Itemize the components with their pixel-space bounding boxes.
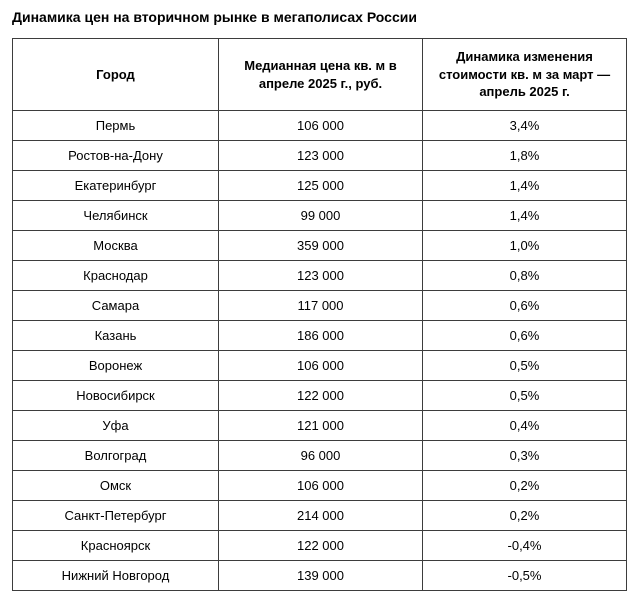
change-cell: 1,4% [422, 170, 627, 202]
city-cell: Самара [12, 290, 219, 322]
price-cell: 106 000 [218, 350, 423, 382]
city-cell: Уфа [12, 410, 219, 442]
table-row: Воронеж 106 000 0,5% [12, 350, 627, 382]
price-cell: 96 000 [218, 440, 423, 472]
price-cell: 121 000 [218, 410, 423, 442]
table-row: Новосибирск 122 000 0,5% [12, 380, 627, 412]
city-cell: Челябинск [12, 200, 219, 232]
column-header-price: Медианная цена кв. м в апреле 2025 г., р… [218, 38, 423, 112]
price-cell: 99 000 [218, 200, 423, 232]
city-cell: Екатеринбург [12, 170, 219, 202]
change-cell: 0,2% [422, 470, 627, 502]
city-cell: Казань [12, 320, 219, 352]
change-cell: 0,5% [422, 350, 627, 382]
table-row: Нижний Новгород 139 000 -0,5% [12, 560, 627, 592]
price-cell: 139 000 [218, 560, 423, 592]
table-row: Краснодар 123 000 0,8% [12, 260, 627, 292]
table-row: Санкт-Петербург 214 000 0,2% [12, 500, 627, 532]
city-cell: Волгоград [12, 440, 219, 472]
price-cell: 117 000 [218, 290, 423, 322]
city-cell: Москва [12, 230, 219, 262]
change-cell: 0,6% [422, 320, 627, 352]
price-table: Город Медианная цена кв. м в апреле 2025… [12, 38, 627, 592]
city-cell: Новосибирск [12, 380, 219, 412]
table-row: Москва 359 000 1,0% [12, 230, 627, 262]
table-row: Омск 106 000 0,2% [12, 470, 627, 502]
table-row: Красноярск 122 000 -0,4% [12, 530, 627, 562]
price-cell: 359 000 [218, 230, 423, 262]
city-cell: Красноярск [12, 530, 219, 562]
change-cell: 0,8% [422, 260, 627, 292]
table-row: Уфа 121 000 0,4% [12, 410, 627, 442]
change-cell: -0,5% [422, 560, 627, 592]
price-cell: 123 000 [218, 260, 423, 292]
price-cell: 122 000 [218, 530, 423, 562]
city-cell: Воронеж [12, 350, 219, 382]
price-cell: 186 000 [218, 320, 423, 352]
table-row: Екатеринбург 125 000 1,4% [12, 170, 627, 202]
change-cell: 0,5% [422, 380, 627, 412]
column-header-change: Динамика изменения стоимости кв. м за ма… [422, 38, 627, 112]
column-header-city: Город [12, 38, 219, 112]
change-cell: 1,4% [422, 200, 627, 232]
price-cell: 125 000 [218, 170, 423, 202]
price-cell: 106 000 [218, 110, 423, 142]
table-header-row: Город Медианная цена кв. м в апреле 2025… [12, 38, 627, 112]
table-row: Челябинск 99 000 1,4% [12, 200, 627, 232]
table-row: Волгоград 96 000 0,3% [12, 440, 627, 472]
change-cell: 3,4% [422, 110, 627, 142]
city-cell: Ростов-на-Дону [12, 140, 219, 172]
city-cell: Краснодар [12, 260, 219, 292]
city-cell: Пермь [12, 110, 219, 142]
change-cell: 1,8% [422, 140, 627, 172]
price-cell: 106 000 [218, 470, 423, 502]
change-cell: 0,2% [422, 500, 627, 532]
change-cell: 0,6% [422, 290, 627, 322]
change-cell: 0,3% [422, 440, 627, 472]
change-cell: 1,0% [422, 230, 627, 262]
city-cell: Нижний Новгород [12, 560, 219, 592]
price-cell: 123 000 [218, 140, 423, 172]
change-cell: 0,4% [422, 410, 627, 442]
table-row: Самара 117 000 0,6% [12, 290, 627, 322]
change-cell: -0,4% [422, 530, 627, 562]
table-row: Казань 186 000 0,6% [12, 320, 627, 352]
table-body: Пермь 106 000 3,4% Ростов-на-Дону 123 000 1,8… [12, 110, 627, 592]
city-cell: Санкт-Петербург [12, 500, 219, 532]
table-row: Пермь 106 000 3,4% [12, 110, 627, 142]
city-cell: Омск [12, 470, 219, 502]
page-title: Динамика цен на вторичном рынке в мегапо… [12, 9, 417, 25]
price-cell: 122 000 [218, 380, 423, 412]
table-row: Ростов-на-Дону 123 000 1,8% [12, 140, 627, 172]
price-cell: 214 000 [218, 500, 423, 532]
